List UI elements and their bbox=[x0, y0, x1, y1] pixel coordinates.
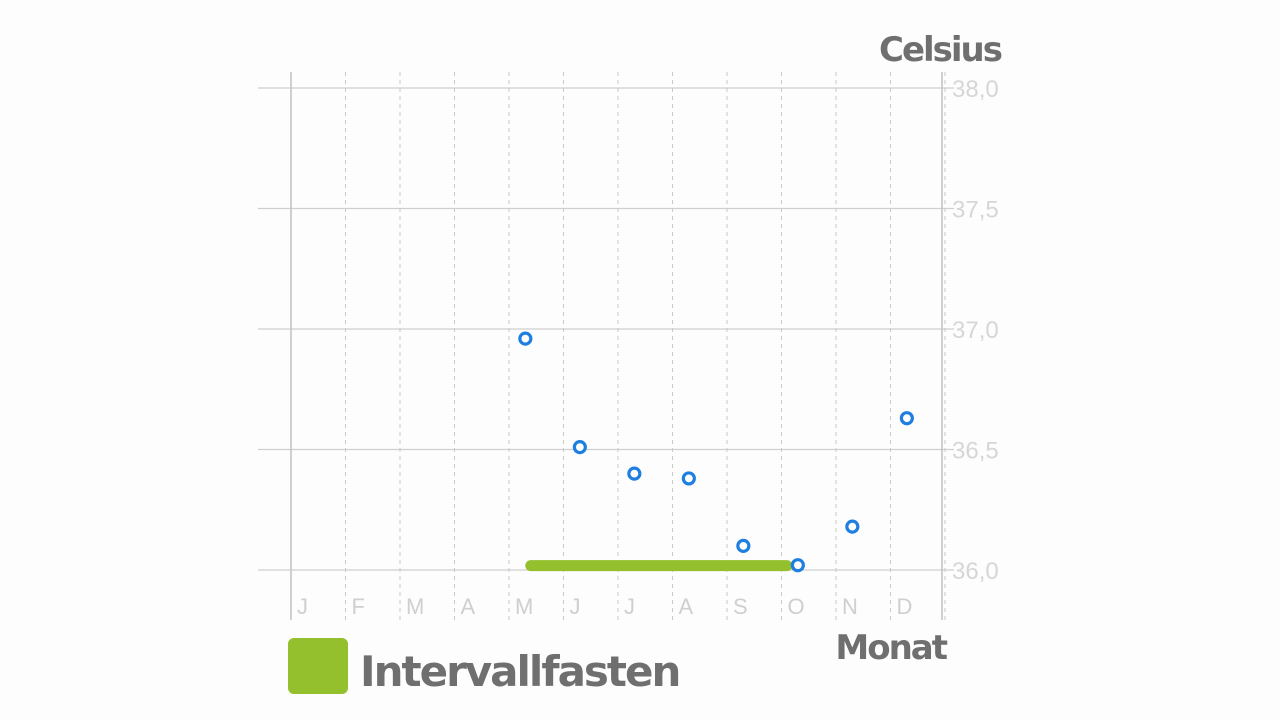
y-tick-label: 37,0 bbox=[952, 317, 999, 344]
x-tick-label: S bbox=[733, 594, 748, 619]
data-points bbox=[518, 331, 914, 573]
data-point bbox=[790, 558, 805, 573]
x-tick-label: M bbox=[515, 594, 533, 619]
legend-swatch bbox=[288, 638, 348, 694]
grid bbox=[258, 72, 954, 620]
data-point bbox=[845, 519, 860, 534]
x-tick-label: F bbox=[352, 594, 365, 619]
y-tick-label: 36,5 bbox=[952, 438, 999, 465]
x-tick-label: J bbox=[297, 594, 308, 619]
data-point bbox=[736, 538, 751, 554]
data-point bbox=[518, 331, 533, 346]
y-axis-title: Celsius bbox=[879, 30, 1002, 70]
legend: Intervallfasten bbox=[288, 638, 681, 696]
data-point bbox=[627, 466, 642, 481]
y-axis-ticks: 36,0 36,5 37,0 37,5 38,0 bbox=[952, 76, 999, 585]
x-tick-label: O bbox=[788, 594, 805, 619]
y-tick-label: 36,0 bbox=[952, 558, 999, 585]
x-axis-title: Monat bbox=[835, 628, 947, 668]
data-point bbox=[681, 471, 696, 486]
y-tick-label: 38,0 bbox=[952, 76, 999, 103]
x-tick-label: M bbox=[406, 594, 424, 619]
x-tick-label: A bbox=[461, 594, 476, 619]
y-tick-label: 37,5 bbox=[952, 197, 999, 224]
x-tick-label: J bbox=[570, 594, 581, 619]
x-tick-label: A bbox=[679, 594, 694, 619]
data-point bbox=[899, 411, 914, 426]
data-point bbox=[572, 439, 587, 455]
x-tick-label: D bbox=[897, 594, 913, 619]
x-tick-label: N bbox=[842, 594, 858, 619]
legend-label: Intervallfasten bbox=[360, 647, 679, 696]
x-tick-label: J bbox=[624, 594, 635, 619]
